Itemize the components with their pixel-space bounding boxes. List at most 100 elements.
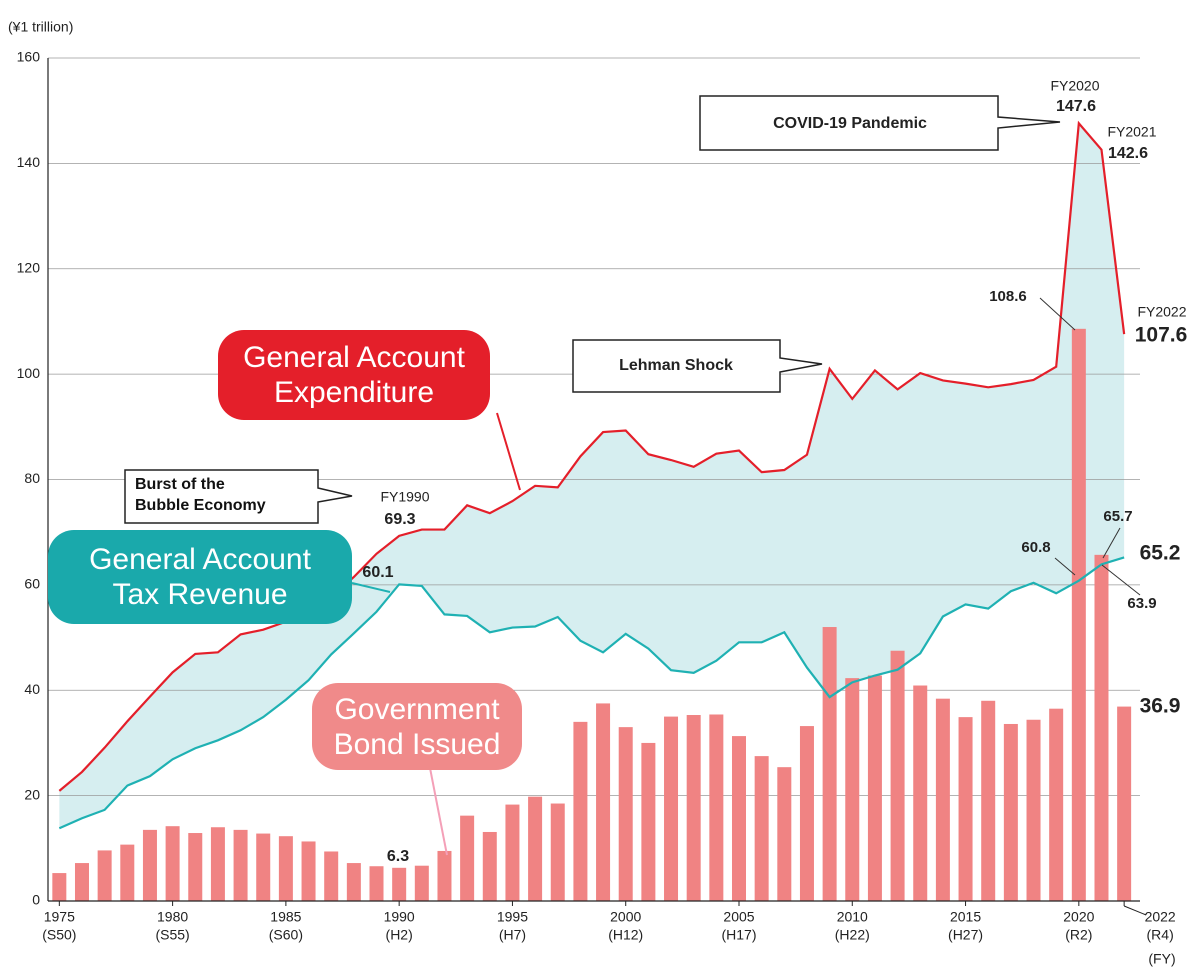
bar bbox=[799, 726, 814, 901]
x-tick-label: 1995 bbox=[497, 909, 528, 925]
bar bbox=[369, 866, 384, 901]
data-label: 65.2 bbox=[1140, 542, 1181, 565]
leader bbox=[351, 582, 391, 593]
bar bbox=[641, 742, 656, 901]
bar bbox=[392, 867, 407, 901]
bar bbox=[97, 850, 112, 901]
bar bbox=[596, 703, 611, 901]
bar bbox=[573, 721, 588, 901]
bar bbox=[52, 873, 67, 901]
x-tick-sublabel: (H7) bbox=[499, 927, 526, 943]
fy-label: FY2022 bbox=[1137, 304, 1186, 320]
bar bbox=[528, 796, 543, 901]
x-tick-label: 2015 bbox=[950, 909, 981, 925]
leader bbox=[1123, 905, 1147, 916]
x-tick-sublabel: (S60) bbox=[269, 927, 303, 943]
bar bbox=[777, 767, 792, 901]
y-tick-label: 20 bbox=[24, 786, 40, 802]
x-tick-label: 1990 bbox=[384, 909, 415, 925]
bar bbox=[618, 727, 633, 901]
y-tick-label: 160 bbox=[17, 49, 41, 65]
x-tick-label: 1985 bbox=[270, 909, 301, 925]
bar bbox=[142, 829, 157, 901]
data-label: 107.6 bbox=[1135, 324, 1188, 347]
bar bbox=[1071, 328, 1086, 902]
fy-label: FY2021 bbox=[1107, 124, 1156, 140]
x-tick-label: 1980 bbox=[157, 909, 188, 925]
bar bbox=[120, 844, 135, 901]
x-tick-label: 2020 bbox=[1063, 909, 1094, 925]
x-tick-label: 2005 bbox=[723, 909, 754, 925]
bar bbox=[165, 826, 180, 901]
bar bbox=[233, 829, 248, 901]
data-label: 108.6 bbox=[989, 288, 1027, 305]
data-label: 69.3 bbox=[384, 511, 415, 528]
data-label: 6.3 bbox=[387, 848, 409, 865]
leader bbox=[429, 767, 448, 856]
bar bbox=[1094, 554, 1109, 901]
bar bbox=[414, 865, 429, 901]
data-label: 60.1 bbox=[362, 564, 393, 581]
bar bbox=[1003, 723, 1018, 901]
x-tick-label: 1975 bbox=[44, 909, 75, 925]
x-unit: (FY) bbox=[1148, 951, 1175, 967]
x-tick-sublabel: (R4) bbox=[1147, 927, 1174, 943]
covid-callout bbox=[699, 95, 1061, 151]
bar bbox=[890, 650, 905, 901]
bar bbox=[935, 698, 950, 901]
bar bbox=[437, 850, 452, 901]
gap-area bbox=[59, 123, 1125, 829]
annotation: Burst of the Bubble Economy bbox=[135, 476, 266, 514]
bar bbox=[278, 836, 293, 901]
x-tick-sublabel: (S55) bbox=[155, 927, 189, 943]
annotation: COVID-19 Pandemic bbox=[773, 115, 927, 132]
data-label: 63.9 bbox=[1127, 595, 1156, 612]
leader bbox=[1054, 557, 1076, 576]
bar bbox=[301, 841, 316, 901]
x-tick-label: 2022 bbox=[1145, 909, 1176, 925]
bar bbox=[188, 833, 203, 901]
x-tick-sublabel: (S50) bbox=[42, 927, 76, 943]
legend-tax: General Account Tax Revenue bbox=[48, 530, 352, 624]
bar bbox=[550, 803, 565, 901]
data-label: 65.7 bbox=[1103, 508, 1132, 525]
y-tick-label: 140 bbox=[17, 154, 41, 170]
line bbox=[58, 120, 1126, 792]
x-tick-sublabel: (H17) bbox=[721, 927, 756, 943]
bar bbox=[1026, 719, 1041, 901]
marks: 1975 (S50) 1980 (S55) 1985 (S60) 1990 (H2) 1995 (… bbox=[42, 120, 1176, 943]
bar bbox=[867, 675, 882, 901]
data-label: 142.6 bbox=[1108, 145, 1148, 162]
bar bbox=[845, 678, 860, 901]
x-tick-sublabel: (H22) bbox=[835, 927, 870, 943]
x-tick-label: 2000 bbox=[610, 909, 641, 925]
y-tick-label: 80 bbox=[24, 470, 40, 486]
legend-bond: Government Bond Issued bbox=[312, 683, 522, 770]
data-label: 60.8 bbox=[1021, 539, 1050, 556]
y-tick-label: 40 bbox=[24, 681, 40, 697]
x-tick-sublabel: (H12) bbox=[608, 927, 643, 943]
leader bbox=[1039, 297, 1076, 331]
leader bbox=[1102, 527, 1121, 559]
fy-label: FY2020 bbox=[1050, 78, 1099, 94]
bar bbox=[460, 815, 475, 901]
bar bbox=[482, 831, 497, 901]
leader bbox=[496, 412, 521, 491]
fy-label: FY1990 bbox=[380, 489, 429, 505]
bubble-callout bbox=[124, 469, 353, 524]
bar bbox=[981, 700, 996, 901]
bar bbox=[822, 627, 837, 901]
x-tick-sublabel: (H2) bbox=[386, 927, 413, 943]
bar bbox=[731, 736, 746, 901]
bar bbox=[210, 827, 225, 901]
bar bbox=[324, 851, 339, 901]
bar bbox=[686, 715, 701, 901]
bar bbox=[256, 833, 271, 901]
data-label: 36.9 bbox=[1140, 695, 1181, 718]
leader bbox=[1101, 564, 1141, 596]
y-tick-label: 60 bbox=[24, 576, 40, 592]
y-tick-label: 100 bbox=[17, 365, 41, 381]
bar bbox=[709, 714, 724, 901]
